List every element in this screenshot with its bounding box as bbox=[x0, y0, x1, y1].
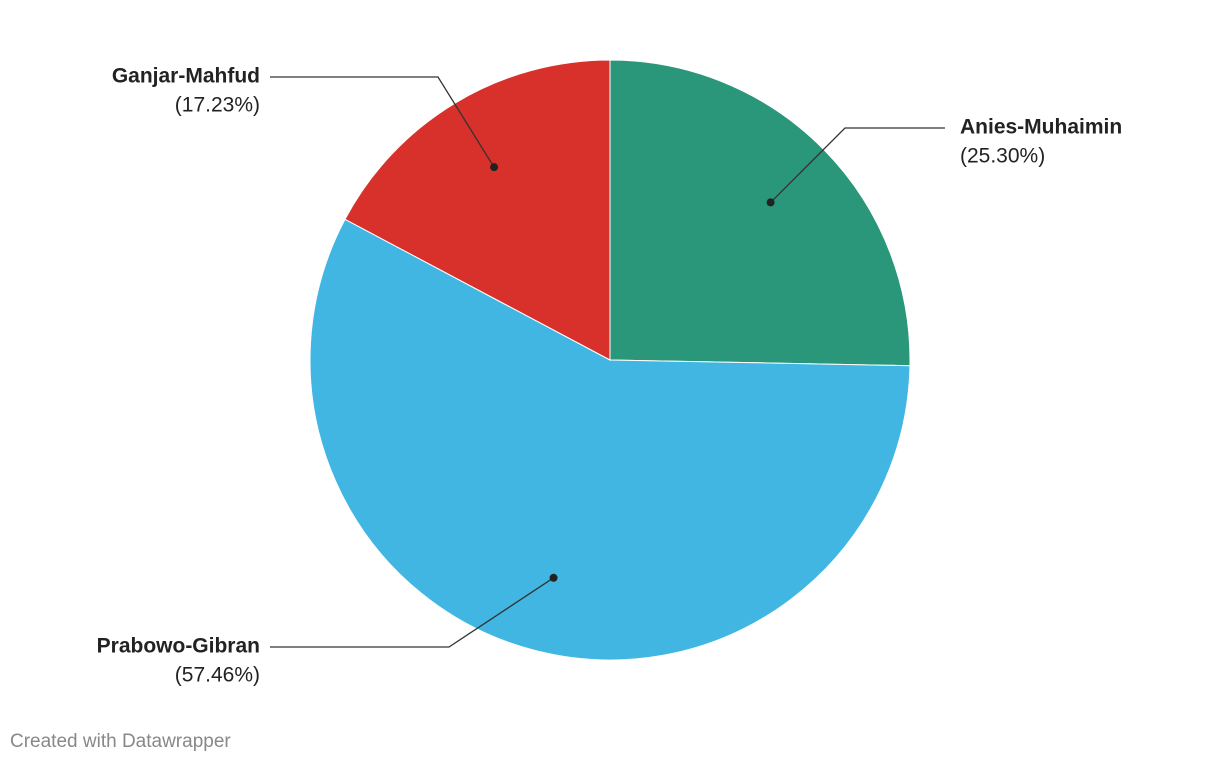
pie-slice bbox=[344, 59, 611, 361]
pie-slice bbox=[609, 59, 911, 367]
leader-dot bbox=[490, 163, 499, 172]
slice-value-label: (57.46%) bbox=[175, 664, 260, 687]
leader-line bbox=[770, 127, 945, 203]
pie-slice bbox=[309, 218, 911, 661]
leader-dot bbox=[549, 573, 558, 582]
slice-label: Ganjar-Mahfud bbox=[112, 65, 260, 88]
leader-line bbox=[270, 76, 495, 168]
slice-label: Prabowo-Gibran bbox=[97, 635, 260, 658]
credit: Created with Datawrapper bbox=[10, 731, 231, 752]
leader-line bbox=[270, 577, 554, 648]
slice-value-label: (17.23%) bbox=[175, 94, 260, 117]
leader-dot bbox=[766, 198, 775, 207]
slice-value-label: (25.30%) bbox=[960, 145, 1045, 168]
slice-label: Anies-Muhaimin bbox=[960, 116, 1122, 139]
